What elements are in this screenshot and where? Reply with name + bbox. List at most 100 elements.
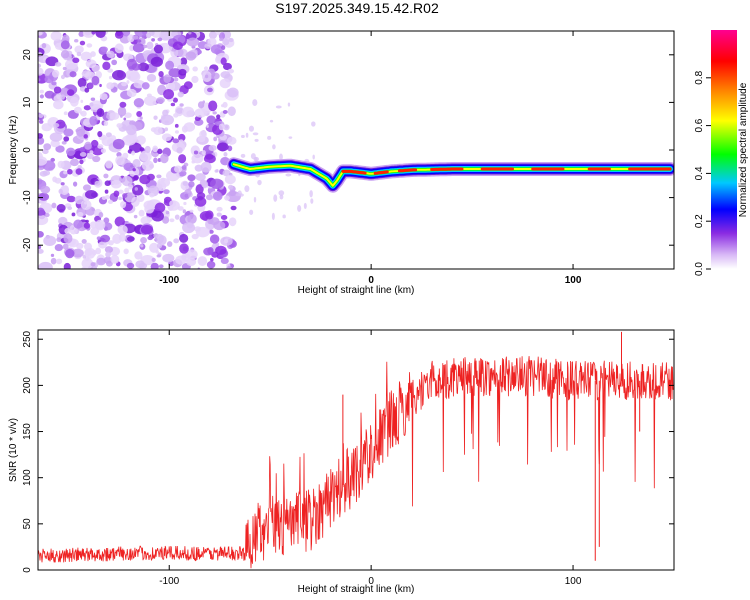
noise-blob	[188, 181, 195, 188]
noise-blob	[311, 121, 316, 127]
noise-blob	[163, 189, 170, 195]
noise-blob	[152, 145, 159, 153]
noise-blob	[81, 258, 94, 269]
noise-blob	[235, 193, 240, 197]
noise-blob	[103, 120, 109, 126]
noise-blob	[81, 239, 87, 244]
noise-blob	[170, 102, 176, 107]
ridge-red-core	[341, 169, 367, 175]
noise-blob	[275, 105, 282, 109]
noise-blob	[63, 262, 71, 269]
noise-blob	[173, 113, 179, 118]
noise-blob	[151, 38, 156, 42]
noise-blob	[123, 162, 135, 172]
colorbar-label: Normalized spectral amplitude	[738, 82, 749, 217]
noise-blob	[278, 190, 285, 196]
noise-blob	[204, 74, 209, 79]
noise-blob	[139, 150, 152, 162]
noise-blob	[153, 115, 158, 120]
noise-blob	[252, 99, 258, 107]
noise-blob	[38, 248, 44, 254]
noise-blob	[206, 115, 216, 125]
noise-blob	[143, 95, 158, 106]
noise-blob	[134, 31, 148, 37]
noise-blob	[212, 111, 217, 115]
noise-blob	[180, 57, 188, 66]
noise-blob	[150, 262, 159, 269]
noise-blob	[38, 119, 44, 124]
noise-blob	[74, 39, 79, 43]
noise-blob	[166, 241, 173, 247]
spectrogram-xlabel: Height of straight line (km)	[298, 285, 415, 296]
noise-blob	[208, 100, 218, 112]
noise-blob	[112, 138, 125, 150]
noise-blob	[89, 115, 98, 126]
noise-blob	[104, 246, 114, 254]
y-tick-label: -20	[22, 238, 33, 253]
noise-blob	[121, 135, 137, 146]
noise-blob	[212, 191, 223, 201]
snr-series-line	[38, 356, 674, 569]
noise-blob	[79, 159, 84, 165]
noise-blob	[220, 57, 227, 66]
noise-blob	[83, 222, 91, 229]
noise-blob	[204, 43, 212, 49]
noise-blob	[85, 59, 97, 69]
noise-blob	[154, 202, 166, 213]
noise-blob	[267, 135, 272, 140]
noise-blob	[160, 153, 169, 164]
y-tick-label: 0	[22, 147, 33, 153]
noise-blob	[228, 184, 234, 190]
noise-blob	[89, 102, 94, 107]
noise-blob	[201, 150, 206, 156]
noise-blob	[173, 238, 180, 244]
noise-blob	[297, 205, 302, 212]
noise-blob	[71, 212, 76, 217]
noise-blob	[192, 66, 198, 72]
noise-blob	[129, 142, 142, 153]
noise-blob	[80, 99, 84, 103]
y-tick-label: 0	[22, 567, 33, 573]
noise-blob	[63, 136, 70, 142]
noise-blob	[177, 206, 184, 211]
ridge-red-core	[373, 170, 389, 175]
noise-blob	[60, 50, 70, 59]
y-tick-label: 100	[22, 469, 33, 486]
noise-blob	[74, 45, 84, 54]
noise-blob	[199, 130, 207, 139]
noise-blob	[70, 158, 79, 167]
noise-blob	[75, 168, 83, 175]
noise-blob	[54, 62, 62, 67]
noise-blob	[108, 240, 114, 246]
noise-blob	[140, 237, 147, 244]
noise-blob	[165, 60, 175, 70]
noise-blob	[185, 51, 197, 61]
noise-blob	[172, 41, 183, 50]
noise-blob	[38, 78, 41, 82]
noise-blob	[69, 71, 77, 78]
noise-blob	[254, 157, 258, 162]
noise-blob	[227, 87, 239, 98]
noise-blob	[210, 178, 224, 190]
noise-blob	[249, 209, 254, 215]
noise-blob	[51, 81, 57, 86]
noise-blob	[222, 101, 228, 108]
noise-blob	[150, 56, 163, 67]
noise-blob	[44, 90, 55, 99]
noise-blob	[94, 180, 101, 186]
noise-blob	[56, 237, 62, 243]
noise-blob	[133, 214, 138, 219]
noise-blob	[102, 61, 111, 71]
spectrogram-noise	[38, 31, 316, 269]
noise-blob	[271, 212, 275, 221]
noise-blob	[105, 132, 112, 138]
noise-blob	[99, 83, 102, 88]
noise-blob	[205, 194, 213, 201]
noise-blob	[126, 236, 135, 242]
noise-blob	[153, 44, 164, 54]
noise-blob	[182, 181, 188, 186]
snr-panel: -100 0 100 0 50 100 150 200 250 Height of straig…	[8, 329, 675, 595]
noise-blob	[144, 204, 155, 214]
y-tick-label: -10	[22, 190, 33, 205]
noise-blob	[76, 51, 82, 57]
